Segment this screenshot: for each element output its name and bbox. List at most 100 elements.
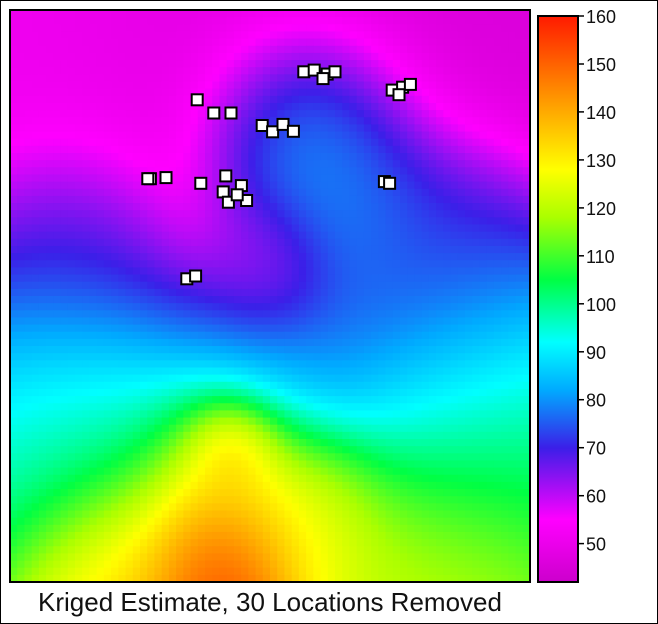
heat-cell <box>75 360 83 369</box>
heat-cell <box>284 303 293 311</box>
heat-cell <box>31 131 40 140</box>
heat-cell <box>17 174 26 183</box>
heat-cell <box>378 124 387 133</box>
heat-cell <box>89 188 98 197</box>
heat-cell <box>176 95 184 104</box>
heat-cell <box>486 303 495 311</box>
heat-cell <box>248 253 257 261</box>
heat-cell <box>103 453 112 462</box>
heat-cell <box>277 253 286 261</box>
heat-cell <box>161 45 170 54</box>
heat-cell <box>154 274 163 283</box>
heat-cell <box>335 303 343 311</box>
heat-cell <box>277 381 286 390</box>
heat-cell <box>515 31 524 40</box>
heat-cell <box>371 317 379 326</box>
heat-cell <box>493 67 502 75</box>
heat-cell <box>60 281 69 290</box>
heat-cell <box>176 60 184 68</box>
heat-cell <box>472 481 481 490</box>
heat-cell <box>479 410 488 419</box>
heat-cell <box>320 360 329 369</box>
heat-cell <box>291 417 300 426</box>
heat-cell <box>67 102 76 111</box>
heat-cell <box>342 260 351 268</box>
heat-cell <box>306 481 314 490</box>
heat-cell <box>493 467 502 476</box>
heat-cell <box>320 424 329 433</box>
heat-cell <box>183 324 192 333</box>
heat-cell <box>443 238 452 247</box>
heat-cell <box>219 424 228 433</box>
heat-cell <box>226 38 235 47</box>
heat-cell <box>335 117 343 125</box>
heat-cell <box>176 453 184 462</box>
heat-cell <box>450 245 459 254</box>
heat-cell <box>306 310 314 319</box>
heat-cell <box>89 52 98 61</box>
heat-cell <box>501 167 509 176</box>
heat-cell <box>313 374 322 383</box>
heat-cell <box>342 474 351 483</box>
heat-cell <box>75 45 83 54</box>
heat-cell <box>486 145 495 154</box>
heat-cell <box>89 489 98 497</box>
heat-cell <box>450 10 459 18</box>
heat-cell <box>450 88 459 97</box>
heat-cell <box>392 67 401 75</box>
heat-cell <box>371 410 379 419</box>
heat-cell <box>82 481 91 490</box>
heat-cell <box>197 453 206 462</box>
heat-cell <box>385 388 394 397</box>
heat-cell <box>465 460 473 469</box>
heat-cell <box>82 102 91 111</box>
heat-cell <box>414 74 423 83</box>
heat-cell <box>400 31 408 40</box>
heat-cell <box>414 331 423 340</box>
heat-cell <box>515 481 524 490</box>
heat-cell <box>450 281 459 290</box>
heat-cell <box>363 446 372 454</box>
heat-cell <box>342 181 351 190</box>
heat-cell <box>472 439 481 447</box>
heat-cell <box>176 167 184 176</box>
heat-cell <box>306 474 314 483</box>
heat-cell <box>67 381 76 390</box>
heat-cell <box>60 296 69 304</box>
heat-cell <box>414 281 423 290</box>
heat-cell <box>60 331 69 340</box>
heat-cell <box>443 474 452 483</box>
heat-cell <box>407 338 416 347</box>
heat-cell <box>428 124 437 133</box>
heat-cell <box>392 17 401 25</box>
heat-cell <box>255 310 264 319</box>
heat-cell <box>436 160 444 168</box>
heat-cell <box>168 52 177 61</box>
heat-cell <box>103 210 112 218</box>
heat-cell <box>501 31 509 40</box>
heat-cell <box>277 374 286 383</box>
heat-cell <box>327 374 336 383</box>
heat-cell <box>197 17 206 25</box>
heat-cell <box>349 403 358 411</box>
heat-cell <box>10 360 18 369</box>
heat-cell <box>342 17 351 25</box>
heat-cell <box>465 489 473 497</box>
heat-cell <box>147 396 156 404</box>
heat-cell <box>46 195 54 204</box>
heat-cell <box>10 388 18 397</box>
heat-cell <box>168 396 177 404</box>
heat-cell <box>132 153 141 161</box>
heat-cell <box>96 353 105 361</box>
heat-cell <box>241 217 249 226</box>
heat-cell <box>407 17 416 25</box>
heat-cell <box>320 338 329 347</box>
heat-cell <box>226 153 235 161</box>
heat-cell <box>10 367 18 376</box>
heat-cell <box>349 124 358 133</box>
heat-cell <box>522 181 531 190</box>
heat-cell <box>472 267 481 276</box>
heat-cell <box>147 145 156 154</box>
heat-cell <box>205 231 213 240</box>
heat-cell <box>132 431 141 440</box>
